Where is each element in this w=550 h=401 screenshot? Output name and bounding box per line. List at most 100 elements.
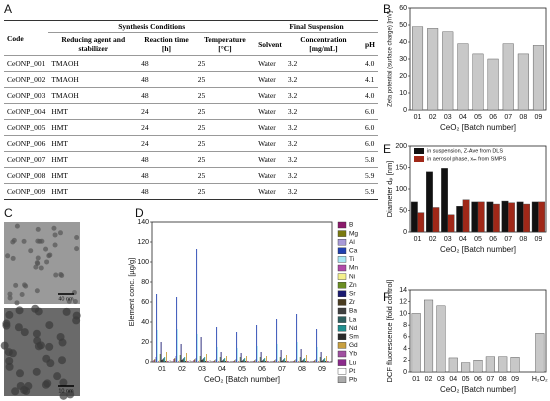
- table-cell: 25: [194, 119, 256, 136]
- bar: [219, 357, 221, 362]
- y-tick-label: 10: [399, 310, 407, 317]
- bar: [217, 361, 219, 362]
- bar: [317, 347, 318, 362]
- table-cell: Water: [255, 151, 285, 168]
- bar: [457, 43, 469, 111]
- bar: [265, 361, 267, 362]
- bar: [223, 359, 225, 362]
- bar: [165, 361, 167, 362]
- bar: [197, 334, 198, 362]
- particle: [28, 248, 34, 254]
- y-axis-label: Element conc. [µg/g]: [127, 258, 136, 327]
- bar: [317, 361, 319, 362]
- x-tick-label: 03: [198, 366, 206, 373]
- column-header: Solvent: [255, 32, 285, 56]
- x-tick-label: H₂O₂: [532, 376, 548, 383]
- table-cell: CeONP_008: [4, 167, 49, 184]
- bar: [427, 28, 439, 111]
- x-tick-label: 09: [511, 376, 519, 383]
- particle: [5, 362, 14, 371]
- bar: [289, 361, 291, 362]
- x-tick-label: 07: [504, 114, 512, 121]
- particle: [47, 252, 53, 258]
- bar: [318, 361, 320, 362]
- tem-image: [4, 222, 80, 304]
- table-row: CeONP_004 HMT 24 25 Water 3.2 6.0: [4, 103, 378, 120]
- table-row: CeONP_001 TMAOH 48 25 Water 3.2 4.0: [4, 55, 378, 72]
- bar: [462, 199, 470, 233]
- bar: [198, 360, 200, 362]
- bar: [274, 360, 276, 362]
- y-tick-label: 0: [145, 359, 149, 366]
- table-cell: CeONP_001: [4, 55, 49, 72]
- bar: [285, 361, 287, 362]
- table-cell: 6.0: [361, 103, 378, 120]
- bar: [268, 361, 270, 362]
- particle: [32, 367, 41, 376]
- y-tick-label: 80: [141, 279, 149, 286]
- bar: [159, 354, 161, 362]
- particle: [38, 265, 44, 271]
- table-cell: TMAOH: [48, 87, 139, 104]
- x-tick-label: 02: [178, 366, 186, 373]
- bar: [239, 357, 241, 362]
- scale-bar-label: 40 nm: [58, 296, 74, 302]
- bar: [279, 357, 281, 362]
- table-cell: 48: [138, 87, 195, 104]
- table-cell: 3.2: [284, 183, 362, 200]
- legend-label: Nd: [349, 325, 358, 332]
- bar: [181, 360, 183, 362]
- bar: [217, 347, 218, 362]
- column-header: Concentration [mg/mL]: [284, 32, 362, 56]
- bar: [442, 31, 454, 111]
- bar: [300, 349, 302, 362]
- table-cell: 3.2: [284, 103, 362, 120]
- bar: [187, 361, 189, 362]
- legend-swatch: [337, 333, 347, 340]
- x-tick-label: 08: [519, 236, 527, 243]
- bar: [193, 360, 195, 362]
- bar: [295, 359, 297, 362]
- bar: [203, 358, 205, 362]
- bar: [281, 361, 283, 362]
- legend-swatch: [414, 148, 424, 154]
- bar: [447, 214, 455, 233]
- table-cell: 3.2: [284, 119, 362, 136]
- bar: [487, 58, 499, 111]
- x-tick-label: 09: [535, 114, 543, 121]
- y-tick-label: 150: [395, 164, 407, 171]
- bar: [486, 201, 494, 233]
- particle: [13, 282, 19, 288]
- bar: [426, 171, 433, 233]
- x-tick-label: 06: [474, 376, 482, 383]
- particle: [14, 300, 20, 306]
- bar: [247, 361, 249, 362]
- bar: [258, 361, 260, 362]
- bar: [249, 361, 251, 362]
- bar: [166, 361, 168, 362]
- x-tick-label: 07: [504, 236, 512, 243]
- bar: [209, 360, 211, 362]
- bar: [314, 360, 316, 362]
- bar: [323, 359, 325, 362]
- table-cell: Water: [255, 103, 285, 120]
- table-cell: CeONP_005: [4, 119, 49, 136]
- legend-label: Zn: [349, 282, 357, 289]
- bar: [240, 353, 242, 362]
- column-header: Reaction time [h]: [138, 32, 195, 56]
- bar: [176, 297, 178, 362]
- bar: [235, 359, 237, 362]
- bar: [432, 207, 440, 233]
- bar: [242, 360, 244, 362]
- bar: [313, 361, 315, 362]
- plot-frame: [151, 221, 333, 363]
- bar: [206, 354, 207, 362]
- bar: [410, 201, 418, 233]
- particle: [35, 226, 41, 232]
- bar: [294, 360, 296, 362]
- bar: [508, 202, 515, 233]
- legend-swatch: [337, 368, 347, 375]
- bar: [298, 361, 300, 362]
- bar: [177, 329, 178, 362]
